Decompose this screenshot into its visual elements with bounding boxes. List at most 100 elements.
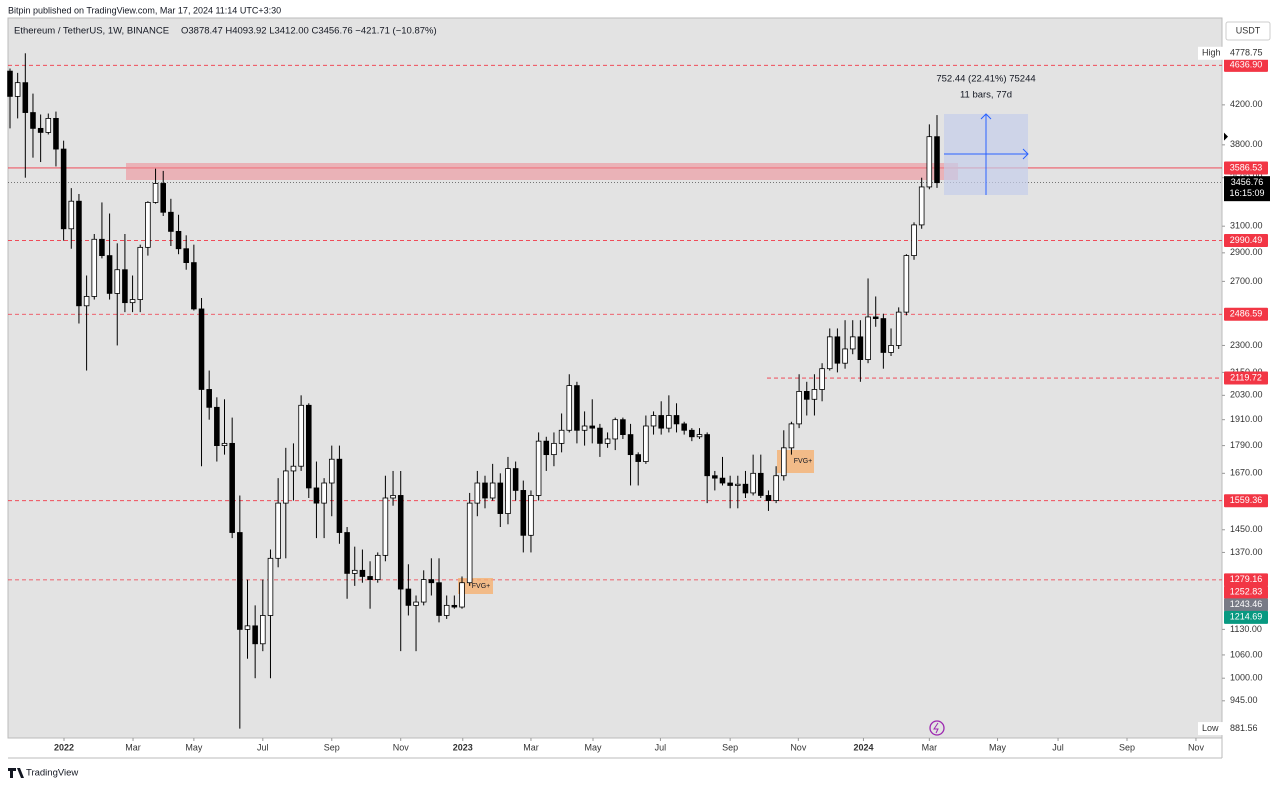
x-tick-label: Mar: [523, 742, 539, 752]
candle-body: [267, 557, 274, 616]
candle-body: [918, 186, 925, 226]
level-tag-label: 1559.36: [1230, 495, 1263, 505]
event-bolt: [933, 722, 939, 734]
candle-body: [796, 391, 802, 425]
low-word: Low: [1202, 723, 1219, 733]
level-tag: [1224, 573, 1268, 587]
x-tick-label: May: [585, 742, 603, 752]
candle-body: [206, 389, 212, 408]
x-tick-label: Sep: [324, 742, 340, 752]
candle-body: [45, 118, 52, 133]
y-tick-label: 2030.00: [1230, 390, 1263, 400]
high-word: High: [1202, 48, 1221, 58]
candle-body: [612, 419, 619, 440]
candle-body: [895, 311, 902, 346]
event-icon[interactable]: [929, 720, 945, 736]
candle-body: [397, 495, 404, 590]
candle-body: [374, 554, 381, 580]
candle-body: [22, 82, 29, 113]
candle-body: [298, 404, 304, 467]
x-tick-label: Nov: [393, 742, 410, 752]
candle-body: [466, 502, 473, 584]
candle-body: [643, 425, 649, 462]
price-tag: [1224, 598, 1268, 612]
candle-body: [191, 262, 197, 310]
high-value: 4778.75: [1230, 48, 1263, 58]
measure-line2: 11 bars, 77d: [960, 90, 1012, 101]
candle-body: [849, 336, 856, 350]
candle-body: [413, 601, 419, 606]
ohlc-text: O3878.47 H4093.92 L3412.00 C3456.76 −421…: [181, 26, 437, 37]
x-tick-label: 2024: [853, 742, 873, 752]
candle-body: [497, 482, 504, 514]
plot-area: [7, 17, 1223, 739]
candle-body: [758, 472, 764, 496]
y-tick-label: 1450.00: [1230, 524, 1263, 534]
candle-body: [604, 438, 611, 444]
candle-body: [37, 127, 44, 133]
candle-body: [574, 385, 580, 431]
candle-body: [405, 588, 412, 606]
measure-arrows: [980, 113, 1029, 160]
resistance-zone: [126, 163, 958, 180]
candle-body: [474, 482, 481, 504]
candle-body: [83, 296, 90, 307]
chart-title: Ethereum / TetherUS, 1W, BINANCE: [14, 26, 169, 37]
currency-button[interactable]: [1225, 21, 1271, 41]
y-tick-label: 2300.00: [1230, 340, 1263, 350]
candle-body: [175, 230, 182, 250]
candle-body: [934, 136, 940, 184]
brand: TradingView: [26, 768, 78, 779]
countdown: 16:15:09: [1229, 188, 1264, 198]
y-tick-label: 1130.00: [1230, 624, 1262, 634]
candle-body: [214, 406, 220, 447]
candle-body: [627, 434, 634, 456]
high-tag: [1198, 46, 1270, 60]
y-tick-label: 1910.00: [1230, 414, 1263, 424]
measure-line1: 752.44 (22.41%) 75244: [936, 74, 1035, 85]
candle-body: [543, 440, 550, 456]
candle-body: [237, 532, 243, 630]
candle-body: [252, 625, 258, 645]
candle-body: [390, 495, 396, 499]
candle-body: [512, 468, 519, 491]
x-tick-label: Jul: [1052, 742, 1064, 752]
fvg-box: [458, 578, 493, 594]
candle-body: [459, 582, 465, 608]
candle-body: [221, 442, 228, 447]
last-price-label: 3456.76: [1231, 177, 1264, 187]
x-tick-label: Sep: [722, 742, 738, 752]
low-tag: [1198, 722, 1270, 736]
y-tick-label: 3100.00: [1230, 221, 1263, 231]
price-tag: [1224, 610, 1268, 624]
candle-body: [620, 419, 626, 435]
candle-body: [773, 475, 779, 501]
candle-body: [689, 429, 695, 438]
candle-body: [803, 391, 810, 400]
x-tick-label: 2022: [54, 742, 74, 752]
candle-body: [160, 183, 166, 213]
candle-body: [443, 604, 450, 616]
candle-body: [520, 490, 527, 536]
candle-body: [673, 415, 680, 425]
last-price-tag: [1224, 176, 1270, 202]
candle-body: [865, 316, 871, 360]
x-tick-label: Jul: [257, 742, 269, 752]
price-tag-label: 1252.83: [1230, 587, 1263, 597]
candle-body: [145, 202, 151, 248]
candle-body: [359, 569, 366, 577]
y-tick-label: 1000.00: [1230, 673, 1263, 683]
y-tick-label: 1670.00: [1230, 468, 1263, 478]
candle-body: [597, 427, 603, 444]
candle-body: [872, 316, 879, 319]
candle-body: [260, 615, 266, 645]
candle-body: [696, 434, 703, 438]
candle-body: [819, 368, 825, 390]
fvg-label: FVG+: [472, 583, 490, 590]
candle-body: [857, 336, 864, 360]
candle-body: [581, 425, 588, 431]
x-tick-label: Mar: [922, 742, 938, 752]
candle-body: [903, 255, 910, 313]
candle-body: [420, 579, 427, 603]
candle-body: [750, 472, 756, 494]
